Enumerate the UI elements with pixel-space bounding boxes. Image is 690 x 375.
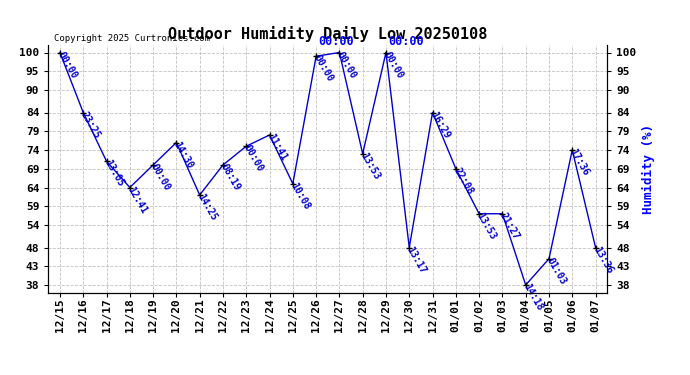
Text: 08:19: 08:19 — [219, 162, 241, 193]
Text: 00:00: 00:00 — [335, 50, 358, 80]
Text: 10:08: 10:08 — [288, 181, 312, 212]
Text: 13:05: 13:05 — [102, 159, 126, 189]
Y-axis label: Humidity (%): Humidity (%) — [642, 124, 655, 214]
Text: 16:29: 16:29 — [428, 110, 451, 140]
Text: 21:27: 21:27 — [498, 211, 521, 242]
Text: 13:53: 13:53 — [358, 151, 382, 182]
Text: 13:53: 13:53 — [475, 211, 498, 242]
Text: 12:41: 12:41 — [126, 185, 148, 215]
Text: 11:41: 11:41 — [265, 132, 288, 163]
Text: 17:36: 17:36 — [568, 147, 591, 178]
Text: 14:18: 14:18 — [521, 282, 544, 313]
Text: 00:00: 00:00 — [55, 50, 79, 80]
Text: 00:00: 00:00 — [241, 144, 265, 174]
Title: Outdoor Humidity Daily Low 20250108: Outdoor Humidity Daily Low 20250108 — [168, 27, 487, 42]
Text: 00:00: 00:00 — [312, 54, 335, 84]
Text: 00:00: 00:00 — [148, 162, 172, 193]
Text: 13:17: 13:17 — [405, 245, 428, 275]
Text: 14:30: 14:30 — [172, 140, 195, 170]
Text: 13:36: 13:36 — [591, 245, 614, 275]
Text: 00:00: 00:00 — [319, 35, 354, 48]
Text: 00:00: 00:00 — [382, 50, 405, 80]
Text: 01:03: 01:03 — [544, 256, 568, 286]
Text: 23:25: 23:25 — [79, 110, 102, 140]
Text: Copyright 2025 Curtronics.com: Copyright 2025 Curtronics.com — [54, 33, 210, 42]
Text: 22:08: 22:08 — [451, 166, 475, 196]
Text: 14:25: 14:25 — [195, 192, 219, 223]
Text: 00:00: 00:00 — [388, 35, 424, 48]
